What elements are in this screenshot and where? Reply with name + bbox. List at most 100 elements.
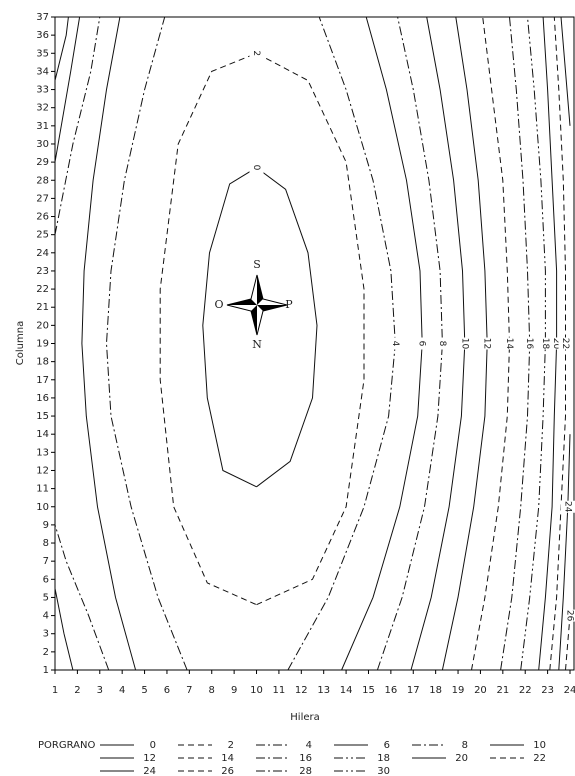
x-tick-label: 8 — [209, 685, 215, 696]
y-tick-label: 14 — [36, 429, 49, 440]
contour-label: 0 — [251, 165, 261, 171]
y-tick-label: 28 — [36, 175, 49, 186]
x-tick-label: 19 — [452, 685, 465, 696]
y-tick-label: 10 — [36, 502, 49, 513]
contour-label: 2 — [251, 50, 261, 56]
x-axis-title: Hilera — [290, 712, 319, 723]
compass: S N O P — [214, 258, 293, 351]
y-tick-label: 8 — [43, 538, 49, 549]
compass-letter: O — [214, 298, 223, 311]
y-tick-label: 29 — [36, 157, 49, 168]
x-tick-label: 18 — [429, 685, 442, 696]
y-tick-label: 15 — [36, 411, 49, 422]
y-tick-label: 4 — [43, 611, 49, 622]
contour-label-bg — [558, 337, 573, 350]
contour-label-bg — [560, 500, 575, 513]
legend-label: 2 — [228, 740, 234, 751]
compass-letter: S — [253, 258, 261, 271]
x-tick-label: 9 — [231, 685, 237, 696]
y-tick-label: 6 — [43, 574, 49, 585]
x-tick-label: 2 — [74, 685, 80, 696]
x-tick-label: 1 — [52, 685, 58, 696]
contour-label-bg — [538, 337, 553, 350]
y-tick-label: 22 — [36, 284, 49, 295]
contour-label: 12 — [482, 338, 492, 349]
y-tick-label: 9 — [43, 520, 49, 531]
legend-label: 12 — [143, 753, 156, 764]
x-tick-label: 15 — [362, 685, 375, 696]
y-tick-label: 25 — [36, 230, 49, 241]
x-tick-label: 5 — [141, 685, 147, 696]
contour-line — [202, 166, 318, 488]
y-tick-label: 32 — [36, 103, 49, 114]
y-tick-label: 31 — [36, 121, 49, 132]
y-tick-label: 12 — [36, 465, 49, 476]
legend-title: PORGRANO — [38, 740, 95, 751]
legend-label: 10 — [533, 740, 546, 751]
contour-line — [520, 16, 546, 671]
y-tick-label: 2 — [43, 647, 49, 658]
legend-label: 8 — [462, 740, 468, 751]
legend-label: 6 — [384, 740, 390, 751]
contour-label: 4 — [390, 341, 400, 347]
contour-line — [471, 16, 511, 671]
contour-label-bg — [415, 337, 430, 350]
y-tick-label: 11 — [36, 484, 49, 495]
contour-line — [565, 615, 571, 671]
compass-letter: P — [285, 298, 293, 311]
y-tick-label: 36 — [36, 30, 49, 41]
contour-label: 6 — [417, 341, 427, 347]
contour-label: 26 — [565, 610, 575, 622]
contour-label-bg — [502, 337, 517, 350]
contour-label: 8 — [437, 341, 447, 347]
y-tick-label: 18 — [36, 357, 49, 368]
y-tick-label: 37 — [36, 12, 49, 23]
plot-frame — [54, 16, 575, 671]
x-tick-label: 12 — [295, 685, 308, 696]
x-tick-label: 20 — [474, 685, 487, 696]
x-tick-label: 6 — [164, 685, 170, 696]
contour-line — [159, 52, 365, 606]
legend-label: 16 — [299, 753, 312, 764]
x-tick-label: 17 — [407, 685, 420, 696]
compass-fill — [227, 275, 287, 335]
x-tick-label: 7 — [186, 685, 192, 696]
legend-label: 26 — [221, 766, 234, 776]
contour-label-bg — [457, 337, 472, 350]
contour-line — [549, 16, 566, 671]
contour-line — [558, 16, 571, 671]
y-tick-label: 5 — [43, 592, 49, 603]
contour-label: 16 — [524, 338, 534, 350]
y-tick-label: 3 — [43, 629, 49, 640]
contour-label: 18 — [540, 338, 550, 350]
y-tick-label: 19 — [36, 339, 49, 350]
legend-label: 20 — [455, 753, 468, 764]
legend-label: 30 — [377, 766, 390, 776]
legend-label: 28 — [299, 766, 312, 776]
legend-label: 14 — [221, 753, 234, 764]
contour-label-bg — [249, 161, 264, 174]
y-tick-label: 1 — [43, 665, 49, 676]
contour-label: 14 — [504, 338, 514, 350]
x-tick-label: 13 — [317, 685, 330, 696]
legend-label: 18 — [377, 753, 390, 764]
y-tick-label: 24 — [36, 248, 49, 259]
legend-label: 0 — [150, 740, 156, 751]
x-tick-label: 11 — [273, 685, 286, 696]
legend-label: 4 — [306, 740, 312, 751]
y-tick-label: 34 — [36, 66, 49, 77]
contour-label: 10 — [459, 338, 469, 350]
x-tick-label: 21 — [496, 685, 509, 696]
contour-label: 20 — [551, 338, 561, 350]
contour-label-bg — [388, 337, 403, 350]
contour-label-bg — [249, 47, 264, 60]
y-tick-label: 7 — [43, 556, 49, 567]
y-tick-label: 35 — [36, 48, 49, 59]
y-tick-label: 13 — [36, 447, 49, 458]
contour-label: 22 — [560, 338, 570, 349]
y-tick-label: 16 — [36, 393, 49, 404]
contour-label-bg — [435, 337, 450, 350]
x-tick-label: 4 — [119, 685, 125, 696]
